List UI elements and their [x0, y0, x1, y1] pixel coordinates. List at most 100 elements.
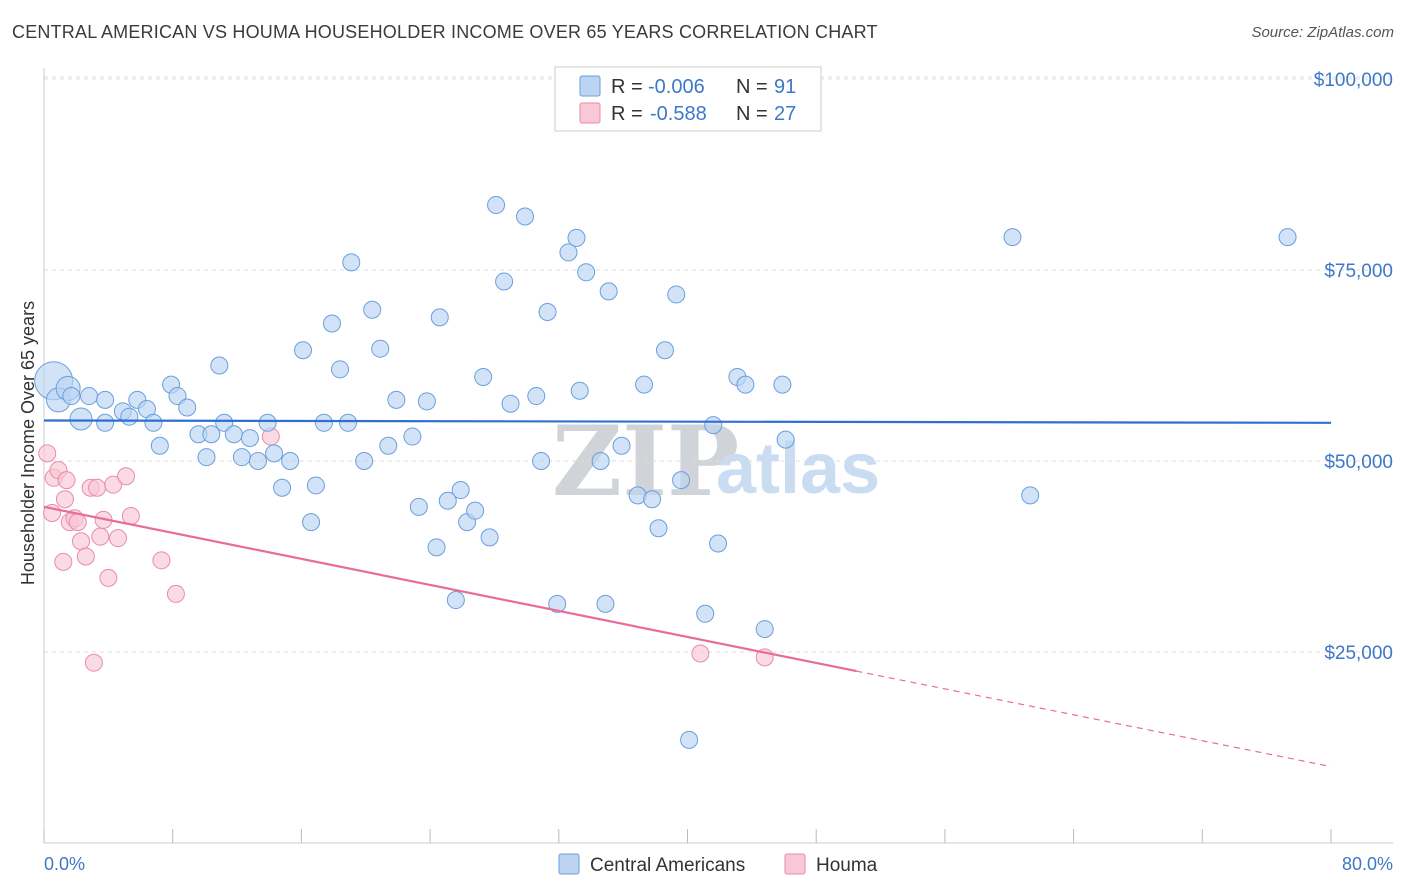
- central-americans-point: [446, 591, 465, 610]
- central-americans-point: [474, 367, 493, 386]
- houma-point: [68, 513, 87, 532]
- legend-n-label-2: N =: [736, 103, 768, 125]
- central-americans-point: [258, 413, 277, 432]
- central-americans-point: [210, 356, 229, 375]
- central-americans-point: [96, 413, 115, 432]
- central-americans-point: [643, 490, 662, 509]
- series-central-americans: [34, 196, 1297, 749]
- houma-point: [99, 568, 118, 587]
- central-americans-point: [409, 497, 428, 516]
- houma-point: [54, 552, 73, 571]
- central-americans-point: [403, 427, 422, 446]
- central-americans-point: [273, 478, 292, 497]
- central-americans-point: [178, 398, 197, 417]
- central-americans-point: [355, 452, 374, 470]
- central-americans-point: [96, 390, 115, 409]
- bottom-legend-houma: Houma: [816, 855, 878, 876]
- legend-swatch-pink: [579, 102, 601, 124]
- trend-lines: [43, 419, 1332, 768]
- central-americans-point: [240, 429, 259, 448]
- central-americans-point: [387, 390, 406, 409]
- bottom-legend: Central Americans Houma: [558, 853, 878, 876]
- houma-point: [152, 551, 171, 570]
- houma-point: [104, 475, 123, 494]
- bottom-legend-central: Central Americans: [590, 855, 745, 876]
- legend-r-label-1: R =: [611, 76, 643, 98]
- central-americans-point: [427, 538, 446, 557]
- central-americans-point: [438, 491, 457, 510]
- legend-r-value-1: -0.006: [648, 76, 705, 98]
- y-tick-label-3: $100,000: [1314, 70, 1393, 91]
- central-americans-point: [120, 407, 139, 426]
- central-americans-point: [538, 303, 557, 322]
- central-americans-point: [487, 196, 506, 215]
- central-americans-point: [649, 519, 668, 538]
- trend-line-houma-extrapolated: [856, 670, 1332, 768]
- central-americans-point: [635, 375, 654, 394]
- legend-n-label-1: N =: [736, 76, 768, 98]
- central-americans-point: [696, 604, 715, 623]
- houma-point: [84, 653, 103, 672]
- houma-point: [117, 467, 136, 486]
- grid: [44, 76, 1393, 653]
- central-americans-point: [302, 513, 321, 532]
- central-americans-point: [69, 407, 93, 431]
- trend-line-central-americans: [43, 419, 1332, 424]
- central-americans-point: [265, 444, 284, 463]
- bottom-legend-swatch-houma: [784, 853, 806, 875]
- houma-point: [76, 547, 95, 566]
- central-americans-point: [655, 341, 674, 360]
- y-tick-label-1: $50,000: [1324, 452, 1393, 473]
- legend-n-value-1: 91: [774, 76, 796, 98]
- central-americans-point: [306, 476, 325, 495]
- central-americans-point: [197, 448, 216, 467]
- central-americans-point: [232, 448, 251, 467]
- central-americans-point: [591, 452, 610, 470]
- central-americans-point: [322, 314, 341, 333]
- central-americans-point: [667, 285, 686, 304]
- central-americans-point: [339, 413, 358, 432]
- central-americans-point: [202, 425, 221, 444]
- x-tick-label-min: 0.0%: [44, 854, 85, 874]
- houma-point: [38, 444, 57, 463]
- central-americans-point: [168, 387, 187, 406]
- central-americans-point: [501, 394, 520, 413]
- central-americans-point: [430, 308, 449, 327]
- houma-point: [121, 507, 140, 526]
- central-americans-point: [379, 436, 398, 455]
- central-americans-point: [144, 413, 163, 432]
- houma-point: [72, 532, 91, 551]
- central-americans-point: [704, 416, 723, 435]
- watermark-atlas: atlas: [716, 429, 880, 509]
- central-americans-point: [371, 339, 390, 358]
- central-americans-point: [559, 243, 578, 262]
- x-tick-label-max: 80.0%: [1342, 854, 1393, 874]
- central-americans-point: [248, 452, 267, 470]
- central-americans-point: [294, 341, 313, 360]
- y-axis-title: Householder Income Over 65 years: [18, 301, 38, 585]
- houma-point: [91, 527, 110, 546]
- y-tick-label-2: $75,000: [1324, 261, 1393, 282]
- houma-point: [88, 478, 107, 497]
- y-tick-label-0: $25,000: [1324, 643, 1393, 664]
- central-americans-point: [548, 594, 567, 613]
- bottom-legend-swatch-central: [558, 853, 580, 875]
- central-americans-point: [150, 436, 169, 455]
- legend-n-value-2: 27: [774, 103, 796, 125]
- central-americans-point: [672, 471, 691, 490]
- chart-title: CENTRAL AMERICAN VS HOUMA HOUSEHOLDER IN…: [12, 22, 878, 42]
- central-americans-point: [599, 282, 618, 301]
- central-americans-point: [612, 436, 631, 455]
- houma-point: [55, 490, 74, 509]
- central-americans-point: [773, 375, 792, 394]
- central-americans-point: [314, 413, 333, 432]
- houma-point: [166, 584, 185, 603]
- central-americans-point: [215, 413, 234, 432]
- central-americans-point: [342, 253, 361, 272]
- central-americans-point: [709, 534, 728, 553]
- central-americans-point: [736, 375, 755, 394]
- legend-swatch-blue: [579, 75, 601, 97]
- central-americans-point: [527, 387, 546, 406]
- legend-r-label-2: R =: [611, 103, 643, 125]
- central-americans-point: [755, 620, 774, 639]
